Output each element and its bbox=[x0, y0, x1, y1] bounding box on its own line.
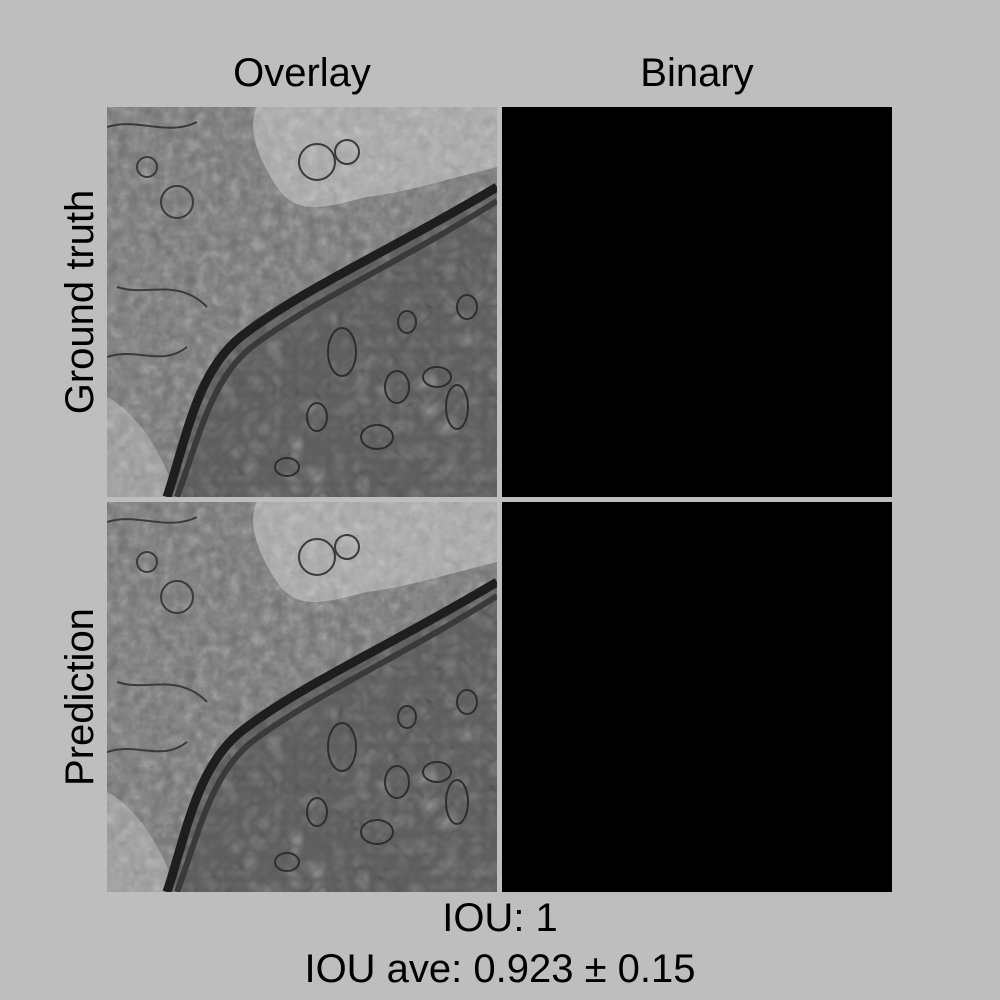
iou-score: IOU: 1 bbox=[442, 896, 558, 940]
iou-average: IOU ave: 0.923 ± 0.15 bbox=[304, 947, 696, 991]
column-title-overlay: Overlay bbox=[233, 51, 371, 95]
column-title-binary: Binary bbox=[640, 51, 754, 95]
ground-truth-binary-mask bbox=[502, 107, 892, 497]
prediction-binary-mask bbox=[502, 502, 892, 892]
prediction-overlay-image bbox=[107, 502, 497, 892]
ground-truth-overlay-image bbox=[107, 107, 497, 497]
row-label-prediction: Prediction bbox=[58, 608, 102, 786]
row-label-ground-truth: Ground truth bbox=[58, 189, 102, 415]
